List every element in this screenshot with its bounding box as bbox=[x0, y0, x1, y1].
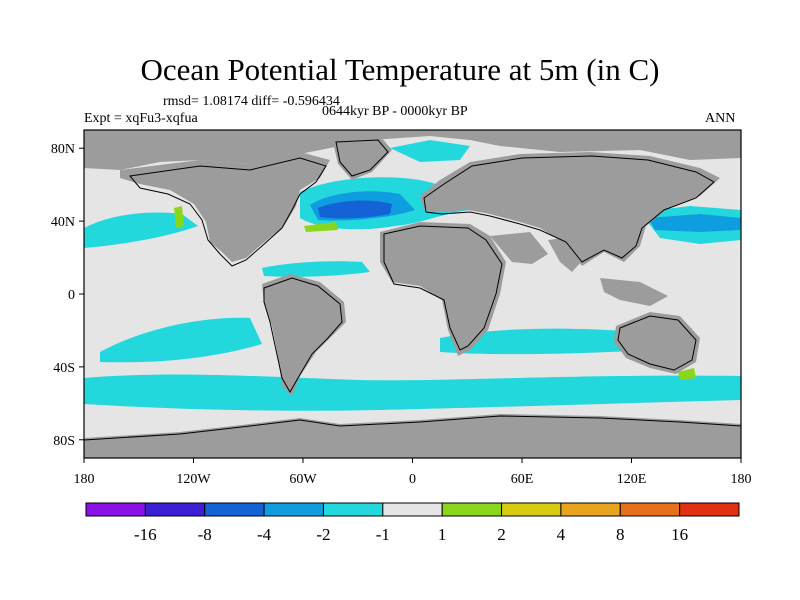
land-antarctica bbox=[84, 414, 741, 458]
colorbar-label: -4 bbox=[257, 525, 272, 544]
colorbar-bin-7 bbox=[501, 502, 562, 517]
colorbar: -16 -8 -4 -2 -1 1 2 4 8 16 bbox=[85, 502, 740, 544]
season-label: ANN bbox=[705, 111, 736, 126]
land-north-america bbox=[120, 152, 330, 262]
cool-anomaly-south-indian bbox=[440, 328, 650, 355]
colorbar-label: 1 bbox=[438, 525, 447, 544]
coolest-anomaly-gulf-stream bbox=[318, 200, 392, 219]
colorbar-label: -1 bbox=[376, 525, 390, 544]
x-tick-label: 60E bbox=[511, 472, 534, 487]
period-label: 0644kyr BP - 0000kyr BP bbox=[322, 104, 468, 119]
cool-anomaly-nordic-seas bbox=[390, 140, 470, 162]
colorbar-bin-5 bbox=[382, 502, 443, 517]
x-tick-label: 60W bbox=[289, 472, 317, 487]
y-tick-label: 40N bbox=[51, 215, 75, 230]
colorbar-label: -16 bbox=[134, 525, 157, 544]
experiment-label: Expt = xqFu3-xqfua bbox=[84, 111, 198, 126]
colorbar-label: 2 bbox=[497, 525, 506, 544]
land-arctic bbox=[84, 130, 741, 170]
warm-anomaly-pacific bbox=[174, 206, 184, 228]
x-tick-label: 180 bbox=[74, 472, 95, 487]
land-greenland bbox=[332, 136, 392, 180]
x-tick-label: 120W bbox=[176, 472, 211, 487]
land-maritime-asia bbox=[600, 278, 668, 306]
warm-anomaly-atlantic bbox=[304, 222, 338, 232]
colorbar-label: 4 bbox=[557, 525, 566, 544]
land-south-america bbox=[262, 274, 346, 396]
colorbar-bin-8 bbox=[560, 502, 621, 517]
land-africa bbox=[380, 222, 506, 356]
land-arabia bbox=[490, 232, 548, 264]
colorbar-label: -8 bbox=[198, 525, 212, 544]
colorbar-bin-9 bbox=[619, 502, 681, 517]
colorbar-bin-4 bbox=[322, 502, 384, 517]
stats-label: rmsd= 1.08174 diff= -0.596434 bbox=[163, 94, 340, 109]
x-tick-label: 0 bbox=[409, 472, 416, 487]
y-tick-label: 0 bbox=[68, 288, 75, 303]
cool-anomaly-tropical-atlantic bbox=[262, 261, 370, 277]
colorbar-bin-10 bbox=[679, 502, 740, 517]
land-eurasia bbox=[420, 152, 720, 266]
colorbar-bin-2 bbox=[204, 502, 265, 517]
land-layer bbox=[84, 130, 741, 458]
y-tick-label: 40S bbox=[53, 361, 75, 376]
axis-layer: 180 120W 60W 0 60E 120E 180 80N 40N 0 40S 80S bbox=[51, 142, 752, 487]
cool-anomaly-kuroshio bbox=[648, 214, 741, 232]
cool-anomaly-southern-ocean bbox=[84, 374, 741, 411]
map-panel bbox=[84, 130, 741, 458]
colorbar-bin-1 bbox=[144, 502, 206, 517]
y-tick-label: 80N bbox=[51, 142, 75, 157]
warm-anomaly-australia bbox=[678, 368, 696, 380]
x-tick-label: 120E bbox=[617, 472, 647, 487]
colorbar-label: -2 bbox=[316, 525, 330, 544]
land-australia bbox=[614, 312, 700, 374]
cool-anomaly-north-pacific bbox=[84, 212, 198, 248]
cool-anomaly-south-pacific bbox=[100, 317, 262, 363]
colorbar-label: 8 bbox=[616, 525, 625, 544]
chart-title: Ocean Potential Temperature at 5m (in C) bbox=[140, 52, 660, 87]
x-tick-label: 180 bbox=[731, 472, 752, 487]
y-tick-label: 80S bbox=[53, 434, 75, 449]
land-india bbox=[548, 236, 590, 272]
colorbar-bin-0 bbox=[85, 502, 146, 517]
coastlines bbox=[84, 139, 741, 441]
colorbar-bin-3 bbox=[263, 502, 324, 517]
colorbar-bin-6 bbox=[441, 502, 503, 517]
colorbar-label: 16 bbox=[671, 525, 688, 544]
